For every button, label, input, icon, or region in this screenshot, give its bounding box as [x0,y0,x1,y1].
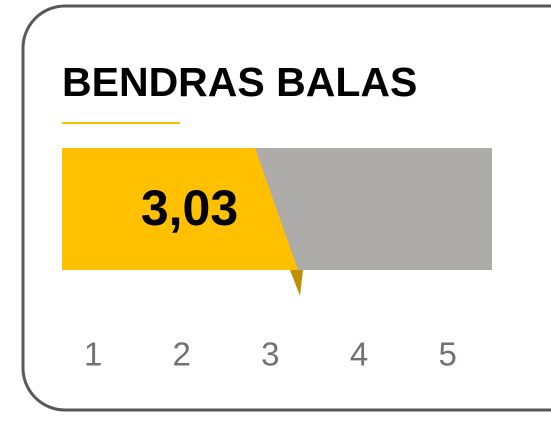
x-tick-label: 1 [84,336,102,373]
x-tick-label: 5 [438,336,456,373]
value-label: 3,03 [141,180,238,236]
pointer [290,270,304,296]
x-tick-label: 4 [350,336,368,373]
x-tick-label: 3 [261,336,279,373]
bar [62,148,299,270]
x-tick-label: 2 [173,336,191,373]
chart-title: BENDRAS BALAS [62,59,417,105]
